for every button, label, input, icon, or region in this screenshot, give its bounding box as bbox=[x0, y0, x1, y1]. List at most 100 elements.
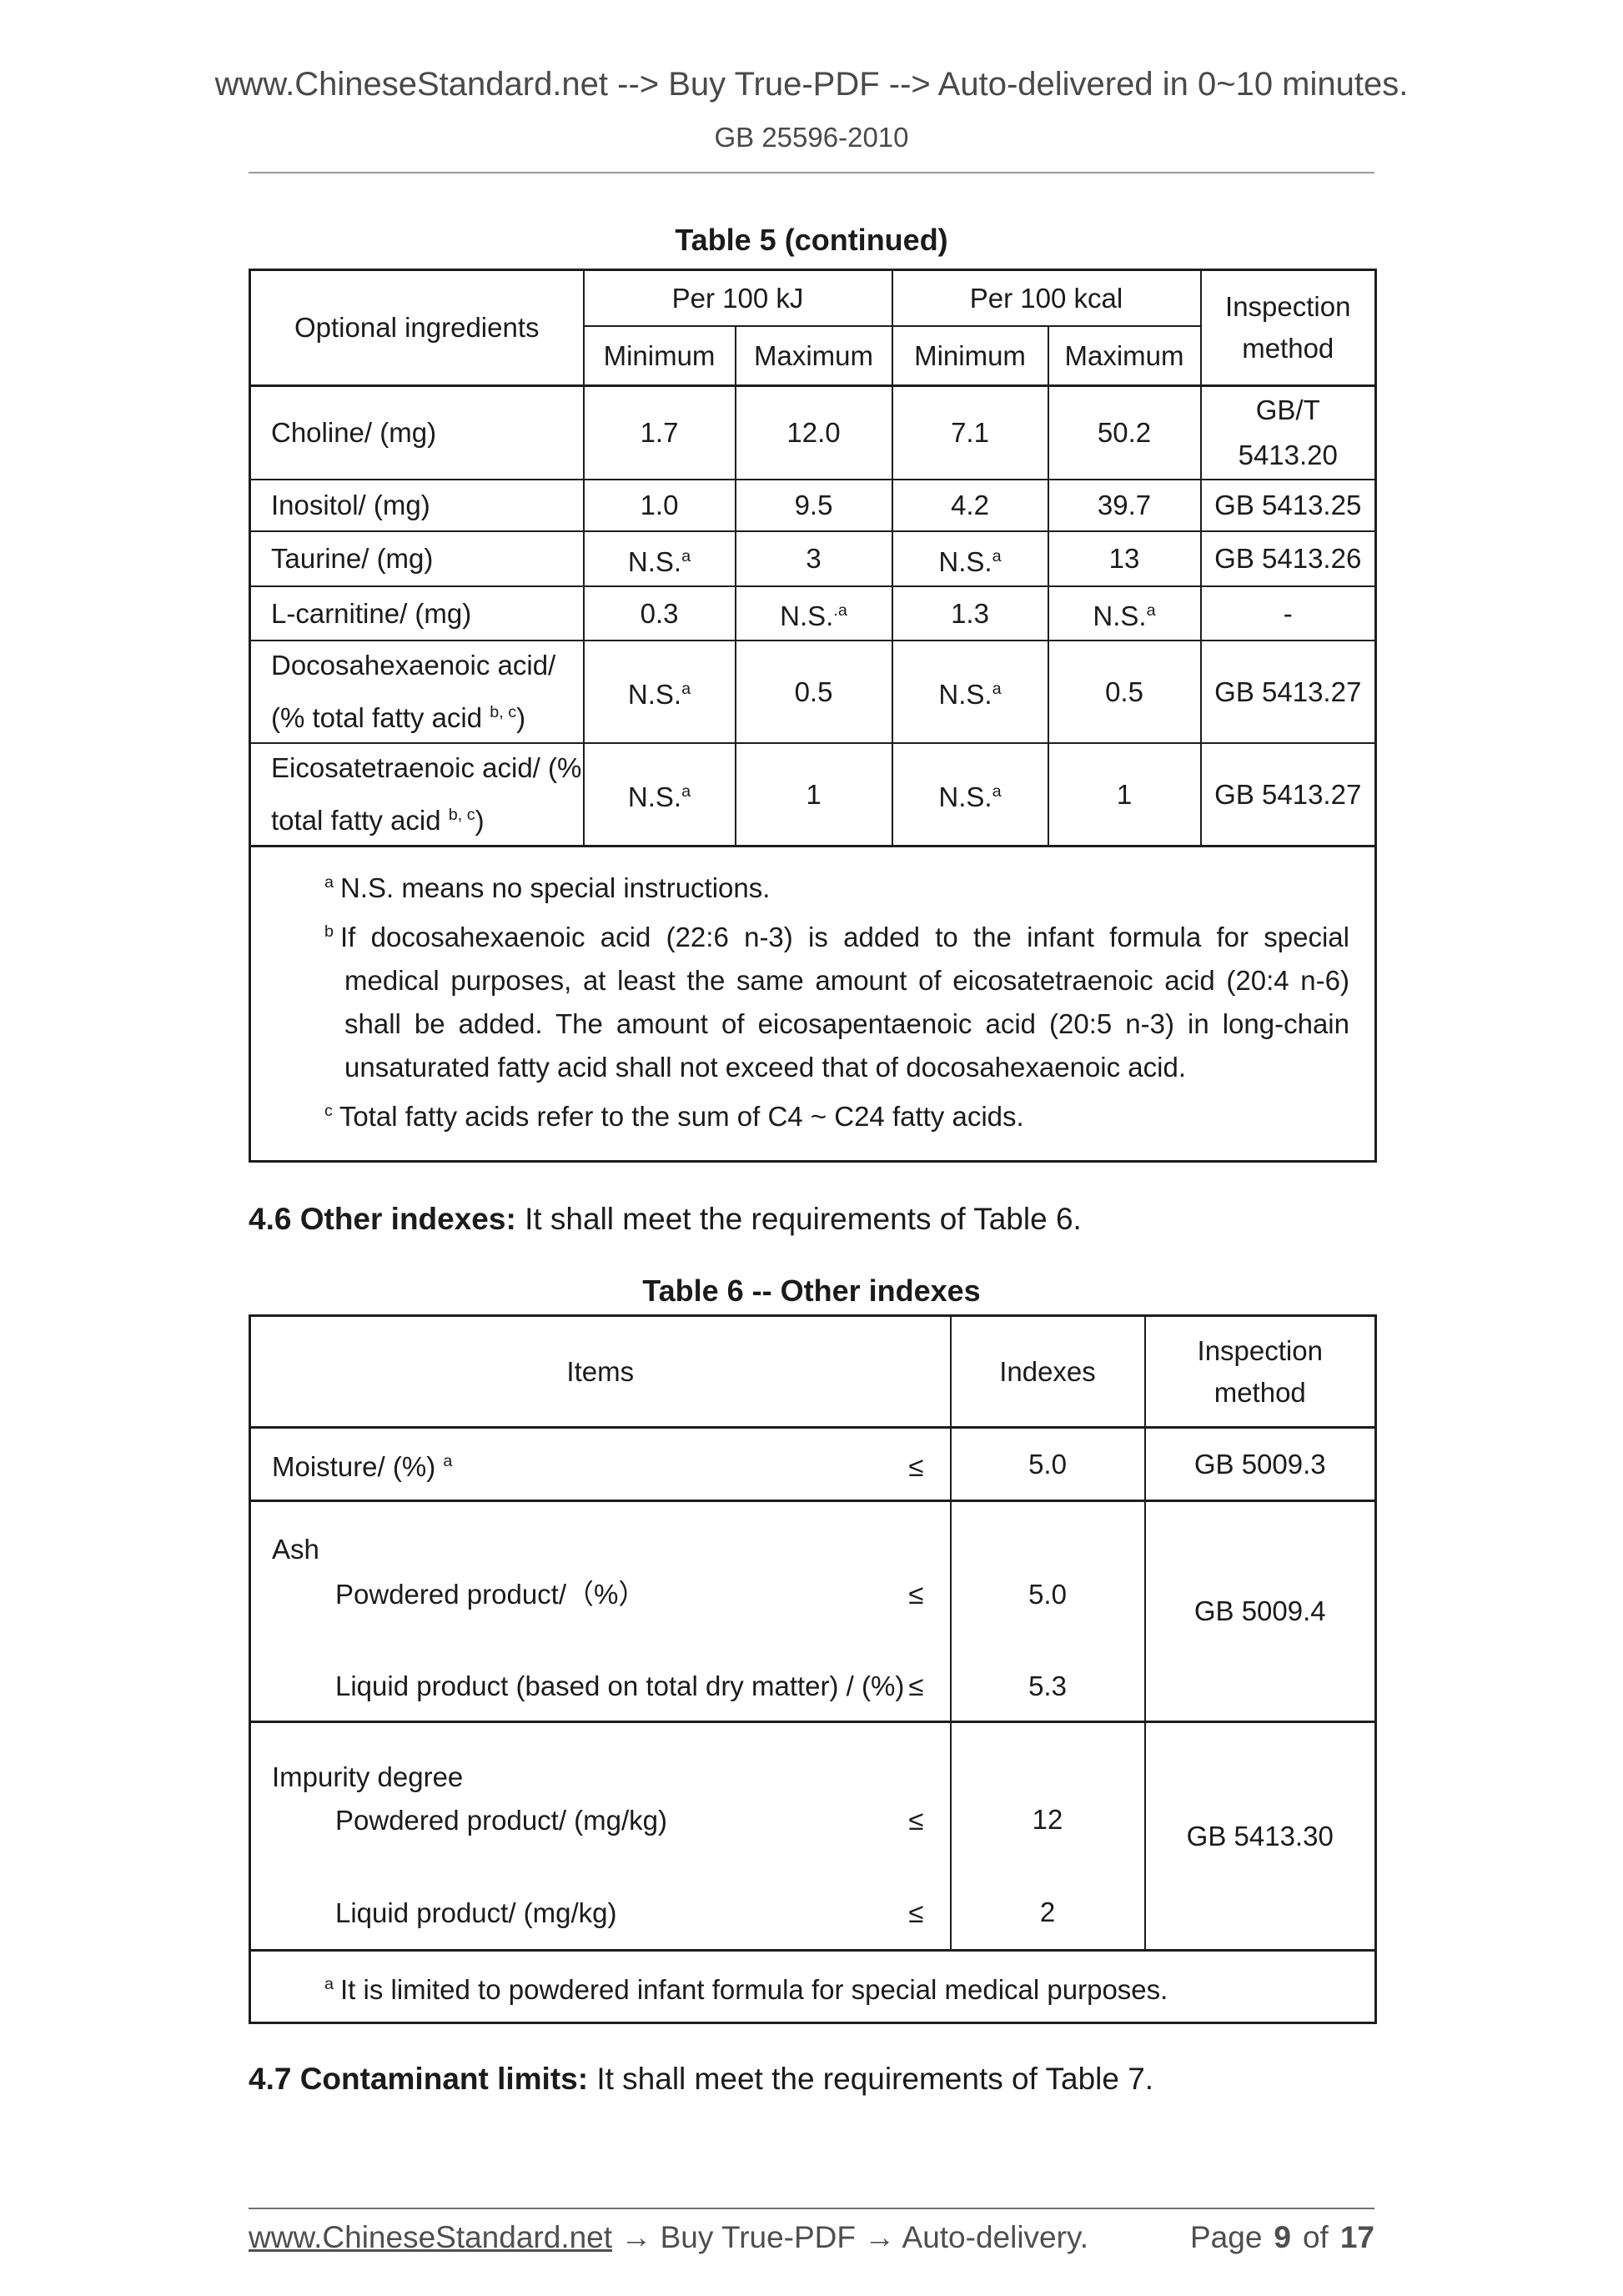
col-indexes: Indexes bbox=[949, 1314, 1146, 1429]
method-cell: GB 5009.4 bbox=[1143, 1500, 1377, 1723]
col-inspection-method: Inspection method bbox=[1199, 269, 1377, 387]
item-cell: Ash Powdered product/（%） ≤ Liquid produc… bbox=[249, 1500, 952, 1723]
method-cell: GB 5413.25 bbox=[1199, 479, 1377, 532]
moisture-label: Moisture/ (%) a bbox=[272, 1451, 453, 1482]
value-cell: 1.0 bbox=[582, 479, 736, 532]
group-label: Ash bbox=[272, 1534, 319, 1565]
value-cell: N.S.a bbox=[582, 742, 736, 847]
index-value: 12 bbox=[1032, 1804, 1063, 1835]
top-rule bbox=[249, 172, 1374, 173]
index-cell: 5.0 bbox=[949, 1426, 1146, 1502]
page-label: Page bbox=[1189, 2220, 1263, 2254]
footer-url[interactable]: www.ChineseStandard.net bbox=[249, 2220, 613, 2254]
col-per-100-kj: Per 100 kJ bbox=[582, 269, 893, 327]
item-cell: Eicosatetraenoic acid/ (% total fatty ac… bbox=[249, 742, 585, 847]
less-equal-symbol: ≤ bbox=[908, 1671, 924, 1701]
value-cell: 0.5 bbox=[734, 640, 893, 744]
table6-footnote-row: a It is limited to powdered infant formul… bbox=[249, 1949, 1377, 2024]
col-inspection-method: Inspection method bbox=[1143, 1314, 1377, 1429]
footnote-marker: a bbox=[324, 873, 334, 892]
method-cell: - bbox=[1199, 585, 1377, 641]
footnote-text: If docosahexaenoic acid (22:6 n-3) is ad… bbox=[340, 922, 1349, 1083]
impurity-row: Impurity degree Powdered product/ (mg/kg… bbox=[249, 1721, 1377, 1952]
page-content: Table 5 (continued) Optional ingredients… bbox=[249, 172, 1377, 2256]
value-cell: 0.3 bbox=[582, 585, 736, 641]
doc-number: GB 25596-2010 bbox=[714, 122, 909, 153]
item-cell: Inositol/ (mg) bbox=[249, 479, 585, 532]
footnote-marker: c bbox=[324, 1102, 333, 1120]
page-header: www.ChineseStandard.net --> Buy True-PDF… bbox=[0, 0, 1623, 153]
ash-row: Ash Powdered product/（%） ≤ Liquid produc… bbox=[249, 1500, 1377, 1723]
section-4-6-heading: 4.6 Other indexes: It shall meet the req… bbox=[249, 1201, 1374, 1238]
less-equal-symbol: ≤ bbox=[908, 1579, 924, 1610]
section-4-7-text: It shall meet the requirements of Table … bbox=[588, 2062, 1154, 2096]
index-value: 5.3 bbox=[1028, 1671, 1067, 1701]
value-cell: 1.7 bbox=[582, 384, 736, 480]
value-cell: 4.2 bbox=[891, 479, 1049, 532]
col-optional-ingredients: Optional ingredients bbox=[249, 269, 585, 387]
sub-item: Powdered product/（%） ≤ bbox=[252, 1578, 949, 1611]
section-4-7-heading: 4.7 Contaminant limits: It shall meet th… bbox=[249, 2061, 1374, 2098]
table-row: Choline/ (mg) 1.7 12.0 7.1 50.2 GB/T 541… bbox=[249, 384, 1377, 480]
footnote-a: a N.S. means no special instructions. bbox=[324, 861, 1349, 910]
value-cell: N.S..a bbox=[734, 585, 893, 641]
item-cell: L-carnitine/ (mg) bbox=[249, 585, 585, 641]
table6: Items Indexes Inspection method Moisture… bbox=[249, 1314, 1377, 2024]
value-cell: 1 bbox=[1047, 742, 1202, 847]
index-cell: 5.0 5.3 bbox=[949, 1500, 1146, 1723]
footnote-c: c Total fatty acids refer to the sum of C… bbox=[324, 1089, 1349, 1138]
col-kcal-maximum: Maximum bbox=[1047, 325, 1202, 387]
value-cell: 39.7 bbox=[1047, 479, 1202, 532]
value-cell: 50.2 bbox=[1047, 384, 1202, 480]
header-line: www.ChineseStandard.net --> Buy True-PDF… bbox=[214, 66, 1409, 103]
method-cell: GB/T 5413.20 bbox=[1199, 384, 1377, 480]
table5-footnotes: a N.S. means no special instructions. b If… bbox=[249, 845, 1377, 1163]
table5-header-row-1: Optional ingredients Per 100 kJ Per 100 … bbox=[249, 269, 1377, 387]
index-cell: 12 2 bbox=[949, 1721, 1146, 1952]
table-row: Docosahexaenoic acid/ (% total fatty aci… bbox=[249, 640, 1377, 744]
col-kj-maximum: Maximum bbox=[734, 325, 893, 387]
item-cell: Impurity degree Powdered product/ (mg/kg… bbox=[249, 1721, 952, 1952]
index-value: 5.0 bbox=[1028, 1579, 1067, 1610]
value-cell: N.S.a bbox=[582, 530, 736, 587]
value-cell: 1.3 bbox=[891, 585, 1049, 641]
method-cell: GB 5009.3 bbox=[1143, 1426, 1377, 1502]
method-cell: GB 5413.27 bbox=[1199, 742, 1377, 847]
footnote-text: Total fatty acids refer to the sum of C4… bbox=[339, 1101, 1024, 1132]
sub-item-label: Powdered product/ (mg/kg) bbox=[335, 1805, 668, 1836]
sub-item: Liquid product/ (mg/kg) ≤ bbox=[252, 1897, 949, 1930]
value-cell: 7.1 bbox=[891, 384, 1049, 480]
table5-header-row-2: Minimum Maximum Minimum Maximum bbox=[250, 325, 1376, 387]
col-per-100-kcal: Per 100 kcal bbox=[891, 269, 1202, 327]
footnote-b: b If docosahexaenoic acid (22:6 n-3) is a… bbox=[324, 910, 1349, 1089]
value-cell: N.S.a bbox=[891, 640, 1049, 744]
page-current: 9 bbox=[1274, 2220, 1291, 2254]
table-row: Taurine/ (mg) N.S.a 3 N.S.a 13 GB 5413.2… bbox=[249, 530, 1377, 587]
table6-header-row: Items Indexes Inspection method bbox=[249, 1314, 1377, 1429]
value-cell: 3 bbox=[734, 530, 893, 587]
table-row: Eicosatetraenoic acid/ (% total fatty ac… bbox=[249, 742, 1377, 847]
item-cell: Moisture/ (%) a ≤ bbox=[249, 1426, 952, 1502]
method-cell: GB 5413.30 bbox=[1143, 1721, 1377, 1952]
value-cell: N.S.a bbox=[1047, 585, 1202, 641]
footer-left-text: → Buy True-PDF → Auto-delivery. bbox=[612, 2220, 1088, 2254]
footer-page-indicator: Page 9 of 17 bbox=[1178, 2219, 1374, 2256]
section-4-6-text: It shall meet the requirements of Table … bbox=[515, 1202, 1082, 1236]
method-cell: GB 5413.26 bbox=[1199, 530, 1377, 587]
footnote-text: It is limited to powdered infant formula… bbox=[340, 1973, 1168, 2005]
footnote-text: N.S. means no special instructions. bbox=[340, 872, 771, 903]
table5: Optional ingredients Per 100 kJ Per 100 … bbox=[249, 269, 1377, 1163]
section-4-6-label: 4.6 Other indexes: bbox=[249, 1202, 516, 1236]
footer-left: www.ChineseStandard.net → Buy True-PDF →… bbox=[249, 2219, 1088, 2256]
sub-item-label: Liquid product/ (mg/kg) bbox=[335, 1897, 617, 1928]
sub-item-label: Liquid product (based on total dry matte… bbox=[335, 1671, 905, 1701]
table6-footnote: a It is limited to powdered infant formul… bbox=[249, 1949, 1377, 2024]
less-equal-symbol: ≤ bbox=[908, 1897, 924, 1928]
footnote-marker: b bbox=[324, 922, 334, 941]
value-cell: 12.0 bbox=[734, 384, 893, 480]
less-equal-symbol: ≤ bbox=[908, 1805, 924, 1836]
page-total: 17 bbox=[1339, 2220, 1374, 2254]
section-4-7-label: 4.7 Contaminant limits: bbox=[249, 2062, 589, 2096]
method-cell: GB 5413.27 bbox=[1199, 640, 1377, 744]
value-cell: 0.5 bbox=[1047, 640, 1202, 744]
